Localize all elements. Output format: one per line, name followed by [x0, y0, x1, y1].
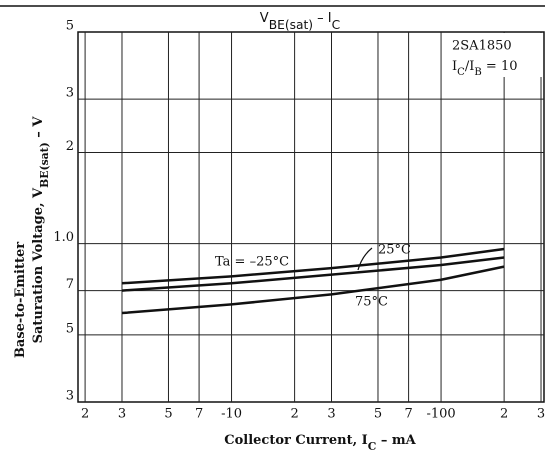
- annotation: 2SA1850: [452, 39, 512, 54]
- chart-title-part: BE(sat): [269, 18, 313, 32]
- y-axis-label: Saturation Voltage, VBE(sat) – V: [31, 116, 51, 344]
- x-tick-label: 7: [195, 407, 203, 422]
- x-axis-label-part: – mA: [376, 433, 416, 448]
- annotation-part: B: [474, 67, 481, 78]
- y-tick-label: 3: [66, 86, 74, 101]
- x-tick-label: 3: [327, 407, 335, 422]
- x-tick-label: 2: [290, 407, 298, 422]
- annotation-part: = 10: [482, 59, 518, 74]
- y-axis-label: Base-to-Emitter: [13, 242, 28, 358]
- x-tick-label: -10: [221, 407, 242, 422]
- x-tick-label: 5: [164, 407, 172, 422]
- y-axis-label-part: – V: [31, 116, 46, 143]
- line-series: [121, 247, 505, 285]
- plot-frame: [77, 31, 545, 403]
- x-axis-label-part: Collector Current, I: [224, 433, 368, 448]
- series-label: 75°C: [355, 295, 388, 310]
- series-label: 25°C: [378, 243, 411, 258]
- line-series: [121, 265, 505, 315]
- x-tick-label: 2: [500, 407, 508, 422]
- annotation-part: I: [452, 59, 457, 74]
- annotation-box: [442, 33, 543, 77]
- leader-line: [357, 247, 373, 271]
- series-label: Ta = –25°C: [215, 255, 289, 270]
- x-axis-label: Collector Current, IC – mA: [224, 433, 416, 453]
- chart-title: VBE(sat) – IC: [260, 11, 340, 32]
- x-tick-label: 2: [81, 407, 89, 422]
- y-axis-label-part: BE(sat): [38, 142, 51, 188]
- x-tick-label: -100: [426, 407, 455, 422]
- x-tick-label: 7: [404, 407, 412, 422]
- x-tick-label: 3: [118, 407, 126, 422]
- annotation: IC/IB = 10: [452, 59, 517, 78]
- y-tick-label: 5: [66, 19, 74, 34]
- x-tick-label: 3: [537, 407, 545, 422]
- y-tick-label: 2: [66, 139, 74, 154]
- chart-title-part: – I: [313, 11, 332, 26]
- y-tick-label: 7: [66, 277, 74, 292]
- annotation-part: C: [457, 67, 465, 78]
- y-axis-label-part: Base-to-Emitter: [13, 242, 28, 358]
- line-series: [121, 256, 505, 292]
- x-tick-label: 5: [374, 407, 382, 422]
- chart-title-part: V: [260, 11, 269, 26]
- y-tick-label: 3: [66, 389, 74, 404]
- x-axis-label-part: C: [368, 440, 377, 453]
- y-axis-label-part: Saturation Voltage, V: [31, 187, 46, 343]
- chart-title-part: C: [332, 18, 341, 32]
- y-tick-label: 1.0: [53, 230, 74, 245]
- annotation-part: /I: [465, 59, 475, 74]
- y-tick-label: 5: [66, 321, 74, 336]
